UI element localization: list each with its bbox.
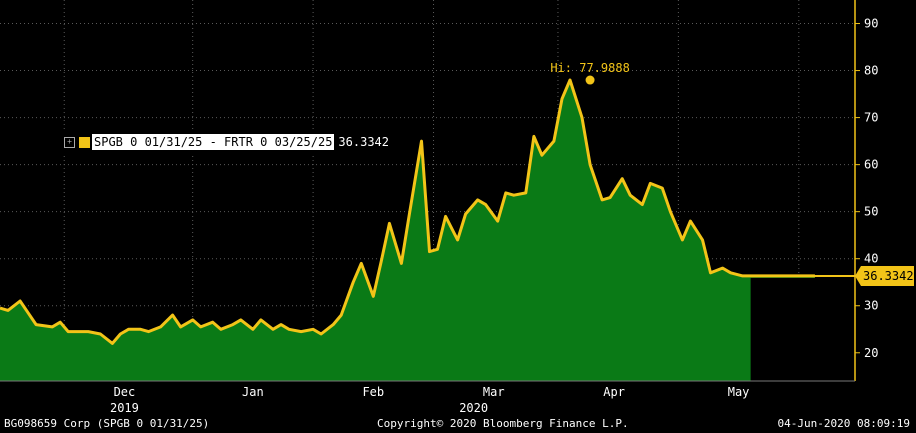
year-label-2020: 2020	[459, 401, 488, 415]
y-tick-label-30: 30	[864, 299, 878, 313]
area-tail-mask	[750, 277, 855, 383]
x-tick-label-jan: Jan	[242, 385, 264, 399]
y-tick-label-50: 50	[864, 205, 878, 219]
high-label: Hi: 77.9888	[550, 61, 629, 75]
x-tick-label-feb: Feb	[362, 385, 384, 399]
x-tick-label-mar: Mar	[483, 385, 505, 399]
high-marker: Hi: 77.9888	[550, 61, 630, 85]
y-tick-label-90: 90	[864, 17, 878, 31]
y-tick-label-40: 40	[864, 252, 878, 266]
legend-series-name: SPGB 0 01/31/25 - FRTR 0 03/25/25	[92, 134, 335, 150]
year-label-2019: 2019	[110, 401, 139, 415]
x-axis: Dec Jan Feb Mar Apr May 2019 2020	[0, 380, 855, 415]
legend-expand-icon[interactable]: +	[64, 136, 75, 148]
last-value-tag-shape	[855, 265, 914, 286]
y-tick-label-80: 80	[864, 64, 878, 78]
series-line	[0, 78, 815, 345]
copyright-footer: Copyright© 2020 Bloomberg Finance L.P.	[377, 417, 629, 430]
last-value-tag: 36.3342	[855, 265, 914, 286]
y-tick-label-60: 60	[864, 158, 878, 172]
high-point	[585, 75, 595, 85]
legend-swatch	[79, 136, 90, 148]
last-value-label: 36.3342	[863, 269, 914, 283]
x-tick-label-apr: Apr	[603, 385, 625, 399]
x-tick-label-dec: Dec	[114, 385, 136, 399]
legend-series-value: 36.3342	[338, 135, 389, 149]
security-footer: BG098659 Corp (SPGB 0 01/31/25)	[4, 417, 210, 430]
y-axis: 20 30 40 50 60 70 80 90	[854, 0, 878, 381]
y-tick-label-70: 70	[864, 111, 878, 125]
legend: + SPGB 0 01/31/25 - FRTR 0 03/25/25 36.3…	[58, 131, 393, 153]
x-tick-label-may: May	[728, 385, 750, 399]
y-tick-label-20: 20	[864, 346, 878, 360]
timestamp-footer: 04-Jun-2020 08:09:19	[777, 417, 910, 430]
